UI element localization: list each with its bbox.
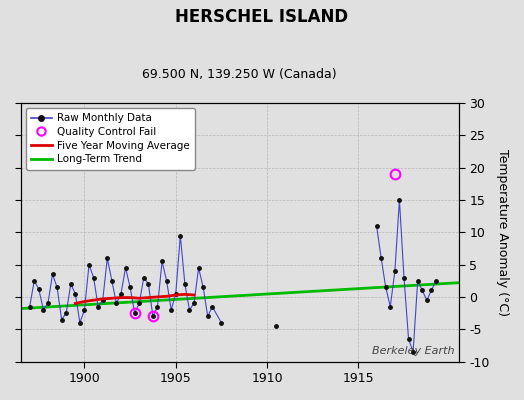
Text: HERSCHEL ISLAND: HERSCHEL ISLAND [176,8,348,26]
Title: 69.500 N, 139.250 W (Canada): 69.500 N, 139.250 W (Canada) [143,68,337,81]
Y-axis label: Temperature Anomaly (°C): Temperature Anomaly (°C) [496,149,509,316]
Legend: Raw Monthly Data, Quality Control Fail, Five Year Moving Average, Long-Term Tren: Raw Monthly Data, Quality Control Fail, … [26,108,195,170]
Text: Berkeley Earth: Berkeley Earth [372,346,454,356]
